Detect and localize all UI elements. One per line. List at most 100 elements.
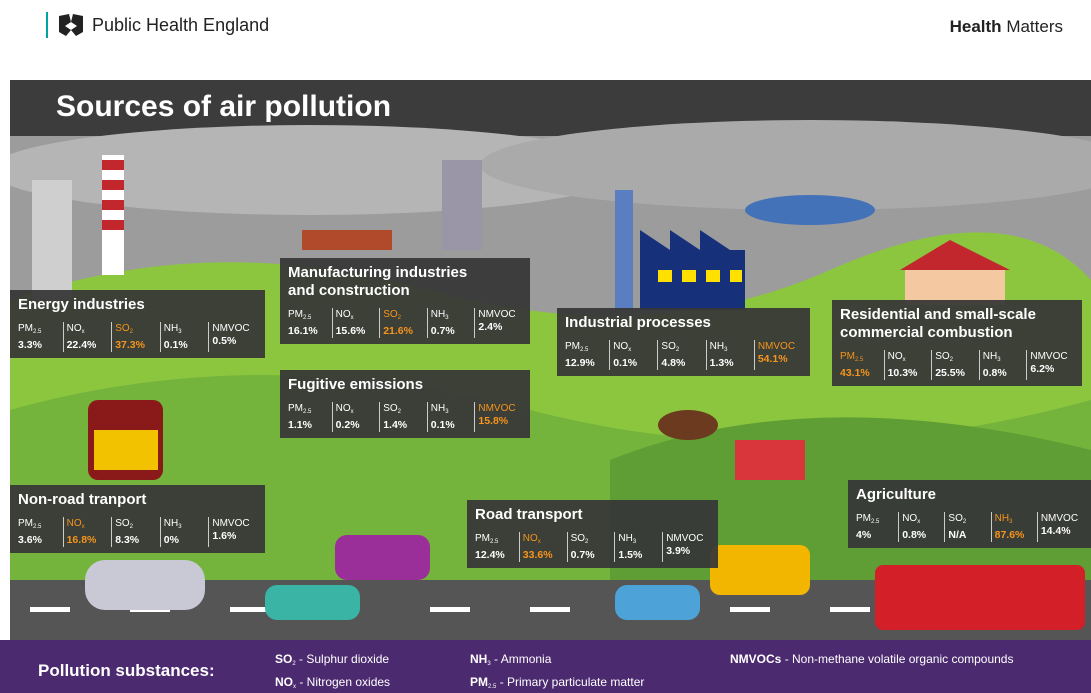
pollutant-value: 1.4%: [383, 419, 427, 432]
pollutant-label: NMVOC: [478, 402, 522, 415]
panel-title: Road transport: [475, 506, 710, 524]
formula: NOx: [902, 513, 920, 524]
formula-sub: 2: [130, 329, 133, 335]
main-title: Sources of air pollution: [56, 90, 391, 124]
formula-sub: 3: [633, 539, 636, 545]
formula: PM2.5: [475, 533, 498, 544]
formula-main: NO: [523, 533, 538, 544]
pollutant-value: 12.9%: [565, 357, 609, 370]
pollutant-label: NOx: [336, 308, 380, 325]
pollutant-value: 14.4%: [1041, 525, 1083, 538]
pollutant-value: 4.8%: [661, 357, 705, 370]
pollutant-label: NMVOC: [478, 308, 522, 321]
formula-main: SO: [571, 533, 585, 544]
formula-sub: 2.5: [33, 329, 41, 335]
pollutant-value: 1.1%: [288, 419, 332, 432]
pollutant-label: NMVOC: [1030, 350, 1074, 363]
title-bar: Sources of air pollution: [10, 80, 1091, 136]
formula-main: NMVOC: [478, 403, 515, 414]
formula: SO2: [115, 518, 133, 529]
pollutant-value: 0.1%: [431, 419, 475, 432]
formula: NMVOC: [478, 403, 515, 414]
formula: PM2.5: [856, 513, 879, 524]
panel-title: Industrial processes: [565, 314, 802, 332]
formula-sub: 2.5: [303, 409, 311, 415]
formula: SO2: [571, 533, 589, 544]
formula-main: SO: [115, 323, 129, 334]
panel-title: Agriculture: [856, 486, 1083, 504]
pollutant-value: 37.3%: [115, 339, 160, 352]
formula-sub: 2.5: [303, 315, 311, 321]
formula-sub: 3: [178, 329, 181, 335]
formula-main: NH: [470, 652, 487, 666]
formula-sub: 2: [676, 347, 679, 353]
formula: NH3: [164, 323, 182, 334]
formula-main: NO: [613, 341, 628, 352]
formula-main: NH: [431, 403, 445, 414]
pollutant-label: NOx: [613, 340, 657, 357]
formula-sub: x: [903, 357, 906, 363]
pollutant-label: PM2.5: [856, 512, 898, 529]
pollutant-label: NOx: [888, 350, 932, 367]
legend-text: - Sulphur dioxide: [299, 652, 389, 666]
pollutant-value: 87.6%: [995, 529, 1037, 542]
formula-main: NMVOC: [212, 323, 249, 334]
formula: SO2: [275, 652, 296, 666]
pollutant-label: NMVOC: [666, 532, 710, 545]
panel-title: Energy industries: [18, 296, 257, 314]
pollutant-value: 33.6%: [523, 549, 567, 562]
formula-main: SO: [661, 341, 675, 352]
formula: NH3: [983, 351, 1001, 362]
pollutant-label: NH3: [995, 512, 1037, 529]
formula-sub: 2: [292, 661, 295, 667]
legend-bar: Pollution substances: SO2 - Sulphur diox…: [0, 640, 1091, 693]
pollutant-value: 3.9%: [666, 545, 710, 558]
panel-title-line: Residential and small-scale: [840, 306, 1074, 324]
pollutant-value: 15.6%: [336, 325, 380, 338]
formula: NH3: [618, 533, 636, 544]
formula-main: PM: [288, 403, 303, 414]
formula-sub: 3: [724, 347, 727, 353]
pollutant-value: 3.3%: [18, 339, 63, 352]
formula: PM2.5: [18, 518, 41, 529]
formula-main: NH: [164, 518, 178, 529]
pollutant-label: SO2: [661, 340, 705, 357]
formula-sub: 2: [963, 519, 966, 525]
formula: NH3: [431, 309, 449, 320]
formula-sub: x: [538, 539, 541, 545]
formula: NMVOC: [212, 518, 249, 529]
formula-main: NMVOCs: [730, 652, 781, 666]
formula: PM2.5: [288, 309, 311, 320]
formula: NOx: [888, 351, 906, 362]
legend-item: PM2.5 - Primary particulate matter: [470, 675, 644, 690]
pollutant-column: SO2 8.3%: [111, 517, 160, 547]
legend-label: Pollution substances:: [38, 661, 215, 681]
formula: NOx: [67, 323, 85, 334]
pollutant-label: NMVOC: [212, 322, 257, 335]
pollutant-value: 0%: [164, 534, 209, 547]
pollutant-label: NMVOC: [212, 517, 257, 530]
formula-sub: 2.5: [871, 519, 879, 525]
pollutant-value: 8.3%: [115, 534, 160, 547]
pollutant-value: 2.4%: [478, 321, 522, 334]
formula: PM2.5: [565, 341, 588, 352]
pollutant-label: PM2.5: [288, 402, 332, 419]
pollutant-label: PM2.5: [475, 532, 519, 549]
crest-icon: [56, 12, 86, 38]
